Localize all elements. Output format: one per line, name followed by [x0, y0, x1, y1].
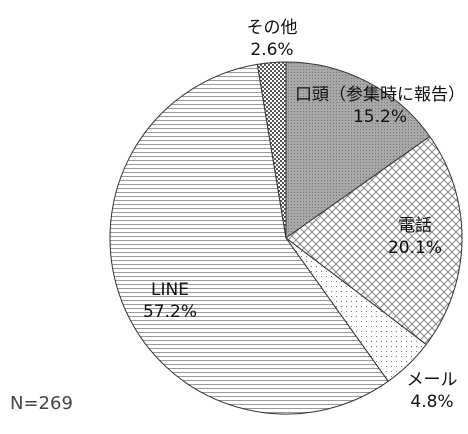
slice-label: 電話: [398, 216, 432, 236]
slice-label: LINE: [151, 280, 189, 300]
slice-label: メール: [407, 370, 458, 390]
slice-label: その他: [247, 18, 298, 38]
note: N=269: [10, 393, 73, 414]
pie-slice: [256, 61, 287, 239]
slice-value: 57.2%: [143, 302, 197, 322]
pie-slice: [285, 135, 463, 346]
slice-value: 15.2%: [353, 107, 407, 127]
slice-label: 口頭（参集時に報告）: [295, 85, 465, 105]
pie-slice: [109, 63, 389, 415]
slice-value: 4.8%: [410, 392, 453, 412]
slice-value: 2.6%: [250, 40, 293, 60]
pie-slice: [285, 61, 431, 239]
slice-value: 20.1%: [388, 238, 442, 258]
